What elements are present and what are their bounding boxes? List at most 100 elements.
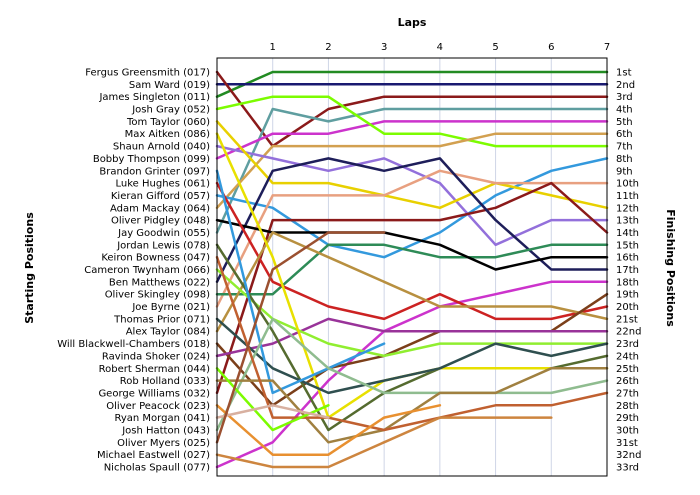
finishing-position-label: 19th (616, 290, 639, 301)
finishing-position-label: 13th (616, 216, 639, 227)
series-line-7 (215, 132, 609, 210)
starting-position-label: Fergus Greensmith (017) (85, 68, 210, 79)
x-tick-label: 7 (604, 42, 610, 53)
series-line-10 (215, 120, 609, 210)
starting-position-label: Jay Goodwin (055) (117, 228, 210, 239)
starting-position-label: Tom Taylor (060) (126, 117, 210, 128)
finishing-position-label: 17th (616, 265, 639, 276)
series-line-14 (215, 243, 609, 296)
series-line-25 (215, 169, 386, 395)
starting-position-label: Josh Hatton (043) (121, 425, 210, 436)
finishing-position-label: 5th (616, 117, 633, 128)
series-line-32 (215, 404, 330, 419)
finishing-position-label: 21st (616, 314, 638, 325)
finishing-position-label: 12th (616, 203, 639, 214)
x-tick-labels: 1 2 3 4 5 6 7 (270, 42, 611, 53)
starting-position-label: Adam Mackay (064) (110, 203, 210, 214)
starting-position-label: Keiron Bowness (047) (101, 253, 210, 264)
series-line-24 (215, 317, 609, 395)
starting-position-label: Brandon Grinter (097) (99, 166, 210, 177)
starting-position-label: George Williams (032) (98, 388, 210, 399)
finishing-position-label: 18th (616, 277, 639, 288)
series-lines (215, 70, 609, 469)
y-axis-title-left: Starting Positions (23, 212, 36, 324)
finishing-position-label: 15th (616, 240, 639, 251)
finishing-position-label: 14th (616, 228, 639, 239)
starting-position-label: Max Aitken (086) (125, 129, 210, 140)
series-line-18 (215, 231, 609, 333)
series-line-8 (215, 157, 609, 259)
starting-position-label: Jordan Lewis (078) (116, 240, 210, 251)
starting-position-label: Oliver Peacock (023) (106, 401, 210, 412)
starting-position-label: Joe Byrne (021) (131, 302, 210, 313)
finishing-position-label: 23rd (616, 339, 639, 350)
starting-position-label: Alex Taylor (084) (126, 327, 210, 338)
finishing-position-label: 9th (616, 166, 633, 177)
finishing-position-label: 22nd (616, 327, 641, 338)
starting-position-label: Rob Holland (033) (120, 376, 210, 387)
finishing-position-label: 7th (616, 142, 633, 153)
starting-position-label: Oliver Skingley (098) (105, 290, 210, 301)
starting-position-labels: Fergus Greensmith (017)Sam Ward (019)Jam… (57, 68, 210, 474)
starting-position-label: Josh Gray (052) (131, 105, 210, 116)
x-tick-label: 1 (270, 42, 276, 53)
series-line-11 (215, 169, 609, 308)
x-tick-label: 3 (381, 42, 387, 53)
starting-position-label: Ryan Morgan (041) (114, 413, 210, 424)
starting-position-label: Robert Sherman (044) (99, 364, 210, 375)
series-line-13 (215, 157, 609, 284)
starting-position-label: Oliver Pidgley (048) (111, 216, 210, 227)
series-line-3 (215, 70, 609, 148)
series-line-1 (215, 70, 609, 98)
series-line-16 (215, 280, 609, 469)
starting-position-label: Sam Ward (019) (129, 80, 210, 91)
finishing-position-label: 26th (616, 376, 639, 387)
series-line-4 (215, 107, 609, 234)
starting-position-label: James Singleton (011) (98, 92, 210, 103)
finishing-position-label: 1st (616, 68, 632, 79)
x-tick-label: 6 (548, 42, 554, 53)
finishing-position-label: 3rd (616, 92, 633, 103)
finishing-position-label: 20th (616, 302, 639, 313)
finishing-position-label: 16th (616, 253, 639, 264)
plot-frame (216, 57, 608, 477)
y-axis-title-right: Finishing Positions (664, 209, 677, 327)
starting-position-label: Nicholas Spaull (077) (104, 463, 210, 474)
finishing-position-label: 29th (616, 413, 639, 424)
series-line-5 (215, 120, 609, 160)
starting-position-label: Bobby Thompson (099) (93, 154, 210, 165)
finishing-position-label: 10th (616, 179, 639, 190)
starting-position-label: Michael Eastwell (027) (97, 450, 210, 461)
x-tick-label: 4 (437, 42, 443, 53)
starting-position-label: Oliver Myers (025) (117, 438, 210, 449)
series-line-28 (215, 255, 609, 432)
finishing-position-label: 25th (616, 364, 639, 375)
series-line-6 (215, 95, 609, 148)
series-line-26 (215, 317, 609, 432)
starting-position-label: Ben Matthews (022) (109, 277, 210, 288)
finishing-position-label: 11th (616, 191, 639, 202)
starting-position-label: Shaun Arnold (040) (113, 142, 210, 153)
finishing-position-label: 32nd (616, 450, 641, 461)
finishing-position-label: 2nd (616, 80, 635, 91)
finishing-position-label: 24th (616, 351, 639, 362)
series-line-33 (215, 231, 386, 444)
finishing-position-label: 6th (616, 129, 633, 140)
x-tick-label: 5 (492, 42, 498, 53)
x-axis-title: Laps (398, 16, 427, 29)
series-line-9 (215, 144, 609, 247)
series-line-12 (215, 181, 609, 395)
x-tick-label: 2 (325, 42, 331, 53)
finishing-position-label: 4th (616, 105, 633, 116)
starting-position-label: Kieran Gifford (057) (111, 191, 210, 202)
starting-position-label: Will Blackwell-Chambers (018) (57, 339, 210, 350)
finishing-position-label: 31st (616, 438, 638, 449)
starting-position-label: Ravinda Shoker (024) (102, 351, 210, 362)
finishing-position-label: 33rd (616, 463, 639, 474)
series-line-29 (215, 404, 442, 456)
starting-position-label: Cameron Twynham (066) (84, 265, 210, 276)
series-line-15 (215, 218, 609, 271)
starting-position-label: Thomas Prior (071) (113, 314, 210, 325)
